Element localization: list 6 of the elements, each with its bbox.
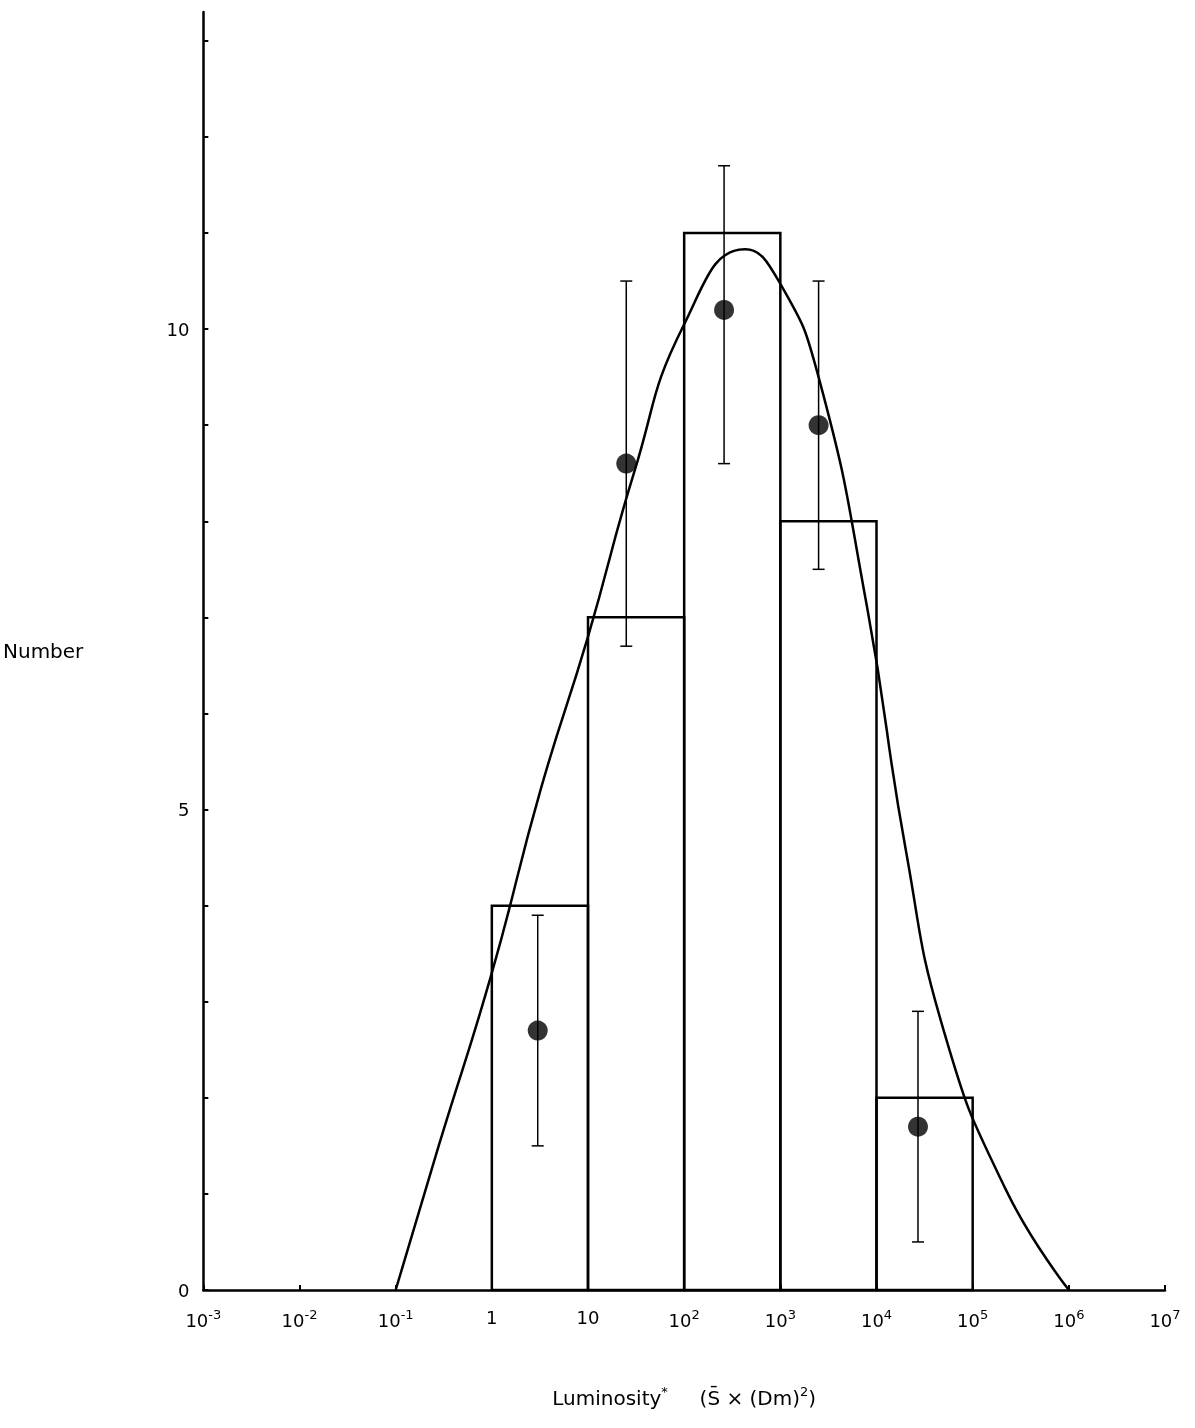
- y-tick-label: 5: [177, 799, 190, 821]
- x-tick-label: 10: [576, 1306, 600, 1328]
- y-tick-label: 10: [166, 318, 190, 340]
- x-tick-label: 1: [486, 1306, 498, 1328]
- y-tick-label: 0: [177, 1279, 190, 1301]
- y-axis-title: Number: [3, 639, 85, 663]
